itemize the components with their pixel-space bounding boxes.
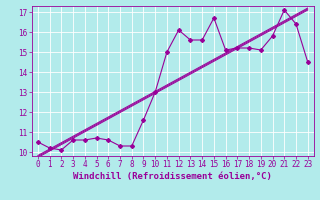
- X-axis label: Windchill (Refroidissement éolien,°C): Windchill (Refroidissement éolien,°C): [73, 172, 272, 181]
